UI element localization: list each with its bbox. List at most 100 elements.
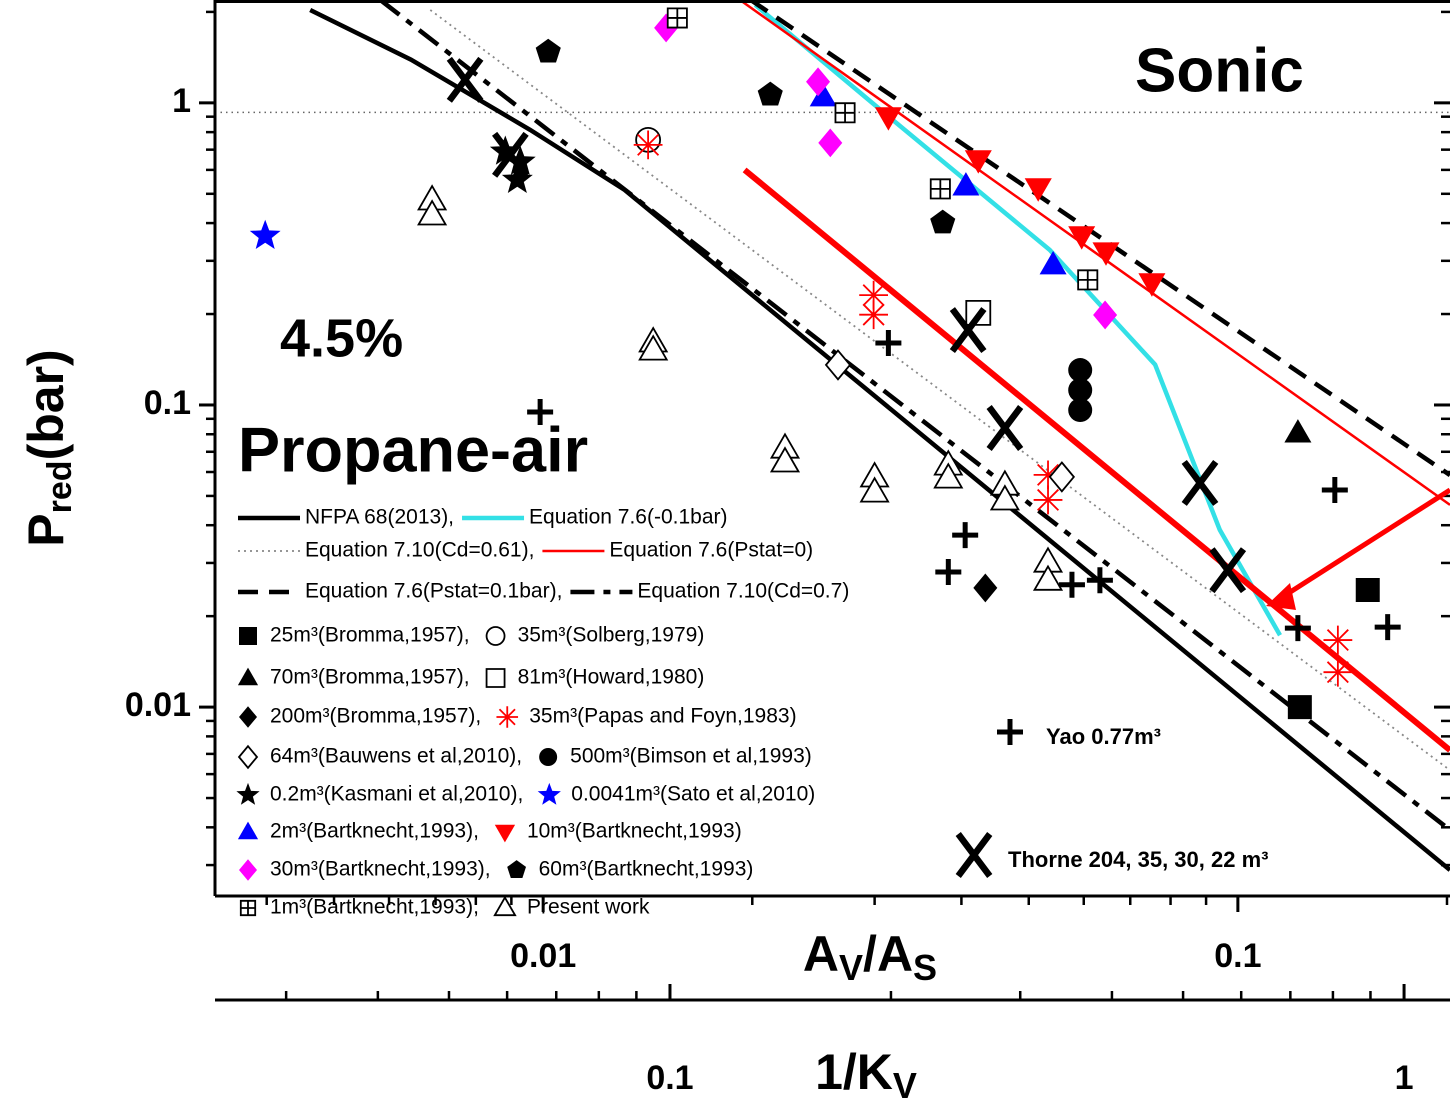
x2-tick-label: 0.1 [646,1059,693,1097]
model-line [309,7,1450,872]
data-point [535,38,561,63]
data-point [654,13,679,43]
legend-label: 0.2m³(Kasmani et al,2010), [270,783,523,806]
legend-marker [539,748,558,766]
series-label: Thorne 204, 35, 30, 22 m³ [1008,847,1268,872]
data-point [1209,547,1247,594]
data-point [417,199,448,226]
legend-label: 60m³(Bartknecht,1993) [539,858,754,881]
legend-label: Equation 7.6(Pstat=0) [609,539,813,562]
data-point [989,484,1020,511]
data-point [859,476,890,503]
data-point [1033,460,1063,490]
y-tick-label: 0.1 [144,384,191,422]
legend-marker [537,782,561,805]
data-point [818,128,843,158]
legend-label: 35m³(Papas and Foyn,1983) [529,705,796,728]
legend-label: 1m³(Bartknecht,1993), [270,896,479,919]
legend-marker [236,782,260,805]
legend-label: 25m³(Bromma,1957), [270,624,470,647]
arrow-head [1266,583,1296,610]
data-point [527,398,554,425]
legend-label: NFPA 68(2013), [305,506,454,529]
legend-label: 10m³(Bartknecht,1993) [527,820,742,843]
y-tick-label: 0.01 [125,686,191,724]
x2-label-main: 1/K [815,1044,893,1100]
axes: 0.01 0.1 1 0.01 0.1 0.1 1 [125,0,1450,1097]
legend-marker [239,859,257,881]
legend-marker [239,706,257,728]
data-point [933,462,964,489]
data-point [859,280,889,310]
model-line [749,0,1450,477]
data-point [824,349,852,381]
data-point [952,522,979,549]
legend: NFPA 68(2013), Equation 7.6(-0.1bar) Equat… [236,506,849,919]
legend-marker [239,627,257,645]
legend-marker [237,821,259,840]
data-point [1181,459,1219,506]
data-point [249,219,281,249]
sonic-label: Sonic [1135,36,1304,105]
data-point [446,56,484,103]
data-point [769,446,801,473]
concentration-label: 4.5% [280,308,403,368]
data-point [1284,615,1311,642]
legend-label: Equation 7.6(Pstat=0.1bar), [305,580,562,603]
x-label-a: A [803,926,839,982]
y-tick-label: 1 [172,82,191,120]
x-label-sub-s: S [913,947,937,988]
x-label-as: /A [863,926,913,982]
legend-label: 200m³(Bromma,1957), [270,705,481,728]
data-point [492,131,529,178]
data-point [1355,578,1380,603]
data-point [1077,269,1099,291]
model-line [739,0,1450,506]
data-point [952,172,980,196]
data-point [809,83,837,107]
data-point [1323,657,1353,687]
legend-label: Equation 7.10(Cd=0.61), [305,539,534,562]
data-point [930,209,956,234]
data-point [501,163,533,193]
data-point [1092,242,1120,266]
y-label-unit: (bar) [18,349,74,460]
legend-marker [237,667,259,686]
data-point [929,178,951,200]
legend-marker [485,668,506,688]
data-point [1068,378,1093,403]
x-tick-label: 0.01 [510,937,576,975]
legend-label: Present work [527,896,650,919]
data-point [1048,461,1076,493]
data-point [949,307,987,354]
legend-label: 500m³(Bimson et al,1993) [570,745,812,768]
y-axis-label: Pred(bar) [18,349,79,546]
data-point [1284,419,1312,443]
legend-label: 35m³(Solberg,1979) [518,624,705,647]
legend-marker [507,860,526,878]
data-point [834,102,856,124]
data-point [1321,477,1348,504]
x2-label-sub: V [893,1065,917,1106]
data-point [757,81,783,106]
data-point [1068,226,1096,250]
data-point [964,150,992,174]
data-point [1138,273,1166,297]
legend-marker [493,895,517,917]
data-point [1032,564,1064,591]
series-label: Yao 0.77m³ [1046,724,1161,749]
mixture-label: Propane-air [238,416,588,486]
x-axis-label: AV/AS [803,926,937,987]
data-point [1093,300,1118,330]
legend-label: 64m³(Bauwens et al,2010), [270,745,522,768]
legend-label: 81m³(Howard,1980) [518,666,705,689]
label-marker [955,832,993,878]
data-point [1033,485,1063,515]
data-point [859,300,889,330]
data-point [1068,358,1093,383]
data-point [666,7,688,29]
data-point [973,573,998,603]
data-point [1374,614,1401,641]
